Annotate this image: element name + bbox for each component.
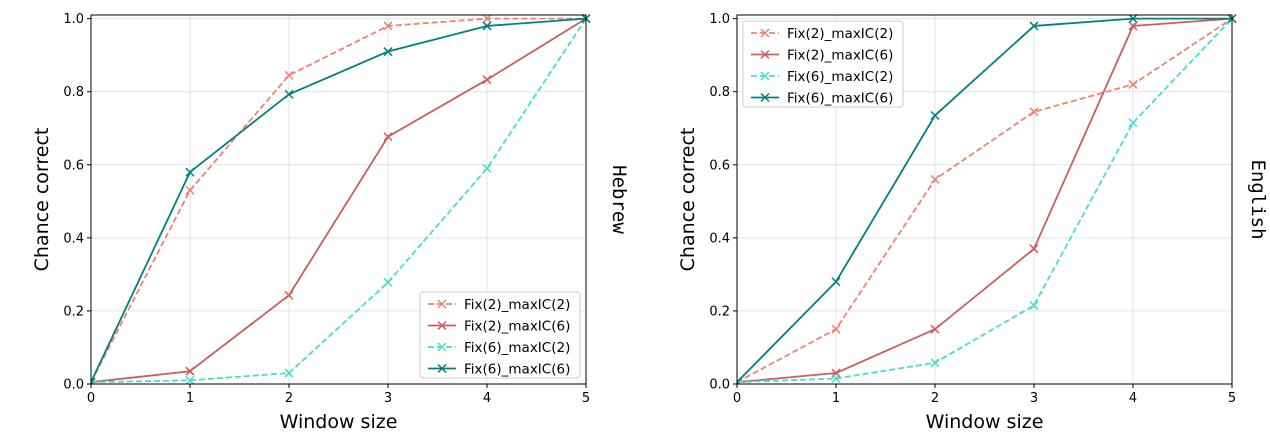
data-point xyxy=(185,185,195,195)
data-point xyxy=(1029,244,1039,254)
legend-marker xyxy=(760,71,770,81)
x-tick-label: 5 xyxy=(582,391,590,406)
x-tick-label: 0 xyxy=(733,391,741,406)
y-tick-label: 0.2 xyxy=(709,304,730,319)
data-point xyxy=(930,358,940,368)
data-point xyxy=(91,377,96,384)
series-line-3 xyxy=(91,18,587,384)
legend-box xyxy=(419,291,581,379)
data-point xyxy=(482,21,492,31)
y-tick-label: 0.6 xyxy=(63,158,84,173)
series-group xyxy=(91,14,591,384)
legend-marker xyxy=(437,299,447,309)
legend-entry-2: Fix(2)_maxIC(6) xyxy=(464,319,570,335)
data-point xyxy=(185,167,195,177)
legend-marker xyxy=(437,342,447,352)
series-line-1 xyxy=(737,17,1233,383)
plot-frame xyxy=(90,14,587,385)
y-tick-label: 0.2 xyxy=(63,304,84,319)
legend-box xyxy=(742,20,904,108)
series-line-3 xyxy=(737,18,1233,384)
y-tick-label: 0.8 xyxy=(63,85,84,100)
series-line-4 xyxy=(91,17,587,383)
side-label: English xyxy=(1247,159,1269,239)
chart-panel-2: 0 1 2 3 4 5 0.0 0.2 0.4 0.6 0.8 1.0 Window size Chanc… xyxy=(677,12,1269,433)
x-tick-label: 4 xyxy=(483,391,491,406)
legend-entry-1: Fix(2)_maxIC(2) xyxy=(464,297,570,313)
data-point xyxy=(284,368,294,378)
plot-frame xyxy=(736,14,1233,385)
data-point xyxy=(831,373,841,384)
x-tick-label: 4 xyxy=(1129,391,1137,406)
series-line-2 xyxy=(737,17,1233,384)
x-axis-label: Window size xyxy=(926,411,1044,433)
y-tick-label: 0.4 xyxy=(63,231,84,246)
legend: Fix(2)_maxIC(2) Fix(2)_maxIC(6) Fix(6)_max… xyxy=(742,20,904,108)
y-tick-label: 0.0 xyxy=(63,378,84,393)
data-point xyxy=(930,174,940,184)
legend-marker xyxy=(437,363,447,374)
data-point xyxy=(831,277,841,287)
legend-entry-3: Fix(6)_maxIC(2) xyxy=(464,340,570,356)
y-tick-label: 0.4 xyxy=(709,231,730,246)
data-point xyxy=(284,290,294,300)
legend: Fix(2)_maxIC(2) Fix(2)_maxIC(6) Fix(6)_max… xyxy=(419,291,581,379)
series-line-1 xyxy=(91,17,586,383)
data-point xyxy=(482,14,492,24)
x-tick-label: 1 xyxy=(832,391,840,406)
chart-panel-1: 0 1 2 3 4 5 0.0 0.2 0.4 0.6 0.8 1.0 Window size Chanc… xyxy=(31,12,630,433)
y-tick-label: 1.0 xyxy=(63,12,84,27)
data-point xyxy=(482,75,492,85)
legend-entry-2: Fix(2)_maxIC(6) xyxy=(787,48,893,64)
x-tick-label: 3 xyxy=(1030,391,1038,406)
data-point xyxy=(737,377,742,384)
series-line-2 xyxy=(91,17,587,384)
series-line-4 xyxy=(737,17,1232,383)
data-point xyxy=(831,324,841,334)
data-point xyxy=(383,132,393,142)
legend-marker xyxy=(760,49,770,60)
x-tick-label: 1 xyxy=(186,391,194,406)
data-point xyxy=(482,163,492,173)
legend-entry-1: Fix(2)_maxIC(2) xyxy=(787,26,893,42)
data-point xyxy=(185,375,195,384)
data-point xyxy=(930,110,940,121)
data-point xyxy=(930,324,940,334)
data-point xyxy=(1128,14,1138,24)
legend-entry-4: Fix(6)_maxIC(6) xyxy=(464,362,570,378)
data-point xyxy=(284,89,294,99)
legend-marker xyxy=(760,28,770,38)
data-point xyxy=(1128,79,1138,89)
side-label: Hebrew xyxy=(608,165,630,234)
x-tick-label: 5 xyxy=(1228,391,1236,406)
x-tick-label: 3 xyxy=(384,391,392,406)
data-point xyxy=(1029,21,1039,31)
legend-marker xyxy=(760,92,770,103)
y-tick-label: 0.6 xyxy=(709,158,730,173)
y-tick-label: 1.0 xyxy=(709,12,730,27)
data-point xyxy=(1128,118,1138,128)
x-axis-label: Window size xyxy=(280,411,398,433)
y-tick-label: 0.8 xyxy=(709,85,730,100)
y-tick-label: 0.0 xyxy=(709,378,730,393)
x-tick-label: 2 xyxy=(285,391,293,406)
data-point xyxy=(1029,300,1039,310)
x-tick-label: 0 xyxy=(87,391,95,406)
legend-entry-3: Fix(6)_maxIC(2) xyxy=(787,69,893,85)
data-point xyxy=(383,21,393,31)
y-axis-label: Chance correct xyxy=(677,128,699,272)
data-point xyxy=(1029,107,1039,117)
data-point xyxy=(1128,21,1138,31)
y-axis-label: Chance correct xyxy=(31,128,53,272)
x-tick-label: 2 xyxy=(931,391,939,406)
data-point xyxy=(284,70,294,80)
data-point xyxy=(383,47,393,57)
legend-marker xyxy=(437,320,447,331)
data-point xyxy=(383,277,393,287)
data-point xyxy=(185,366,195,376)
legend-entry-4: Fix(6)_maxIC(6) xyxy=(787,91,893,107)
